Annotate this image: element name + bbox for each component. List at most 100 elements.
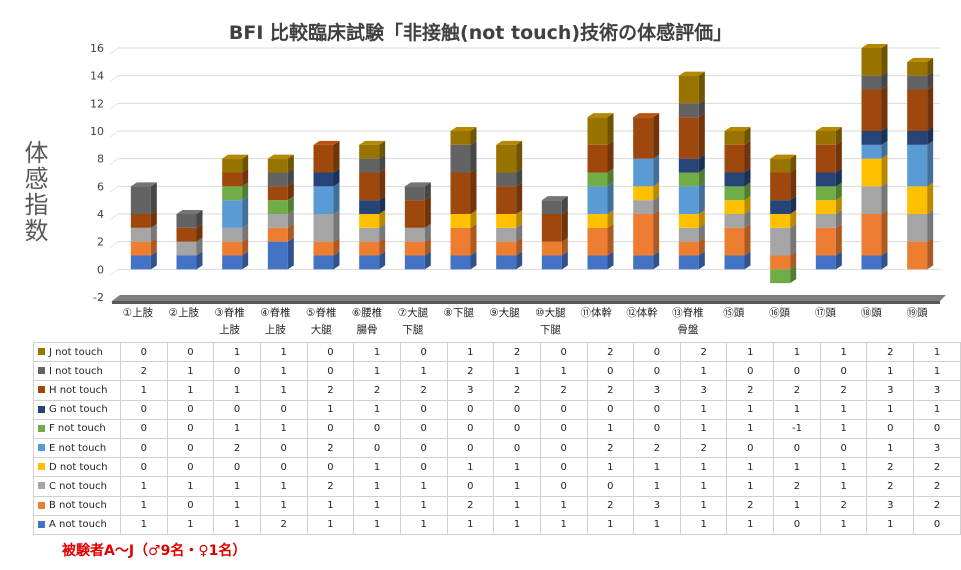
bar-segment [861, 75, 882, 90]
table-cell: 1 [353, 341, 401, 363]
table-cell: 3 [866, 380, 915, 401]
floor-top [112, 295, 946, 301]
table-cell: 3 [913, 437, 961, 459]
table-cell: 0 [773, 514, 821, 535]
table-cell: 1 [726, 476, 775, 497]
stacked-bar-plot: -2 0 2 4 6 8 10 12 14 16 [90, 42, 946, 304]
bar-segment-side [561, 196, 568, 214]
bar-segment [450, 227, 471, 256]
table-cell: 1 [213, 476, 261, 497]
bar-segment [313, 186, 334, 214]
bar-segment [770, 269, 791, 284]
bar-segment [130, 186, 151, 214]
bar-segment-side [927, 182, 934, 214]
table-cell: 1 [586, 457, 635, 478]
series-name: B not touch [49, 500, 107, 512]
bar-segment [313, 214, 334, 242]
table-cell: 1 [726, 418, 775, 439]
bars [130, 44, 934, 284]
bar-segment-side [242, 223, 249, 242]
table-cell: 0 [399, 418, 448, 439]
table-cell: 2 [119, 361, 168, 382]
bar-segment-side [881, 154, 888, 187]
category-label: 腸骨 [356, 324, 378, 336]
bar-segment [907, 214, 928, 242]
bar-segment [815, 131, 836, 145]
bar-segment-side [835, 140, 842, 173]
bar-segment-side [790, 265, 797, 284]
table-cell: 1 [679, 399, 728, 420]
category-label: ⑥腰椎 [351, 307, 383, 319]
table-cell: 1 [493, 514, 541, 535]
bar-segment-side [927, 85, 934, 131]
table-cell: 1 [119, 476, 168, 497]
table-cell: 2 [819, 380, 868, 401]
table-cell: 3 [446, 380, 495, 401]
table-cell: 0 [306, 418, 355, 439]
bar-segment-side [881, 127, 888, 145]
table-cell: 1 [119, 495, 168, 516]
bar-top [770, 154, 797, 159]
bar-segment [222, 255, 243, 270]
bar-segment [359, 214, 380, 228]
bar-top [404, 182, 431, 187]
bar-segment-side [698, 71, 705, 104]
series-legend-label: D not touch [33, 457, 121, 478]
chart-title: BFI 比較臨床試験「非接触(not touch)技術の体感評価」 [228, 22, 733, 44]
table-cell: 1 [633, 476, 681, 497]
series-legend-label: E not touch [33, 437, 121, 459]
table-cell: 0 [819, 437, 868, 459]
bar-segment [678, 214, 699, 228]
table-cell: 1 [119, 514, 168, 535]
table-cell: 2 [213, 437, 261, 459]
bar-top [678, 71, 705, 76]
bar-segment-side [607, 140, 614, 173]
bar-segment-side [927, 127, 934, 145]
table-cell: 1 [866, 514, 915, 535]
bar-segment [496, 227, 517, 242]
bar-segment [815, 144, 836, 173]
bar-segment-side [424, 223, 431, 242]
table-cell: 1 [213, 514, 261, 535]
bar-segment-side [242, 196, 249, 228]
bar-segment-side [242, 182, 249, 201]
y-tick-label: -2 [93, 291, 104, 304]
bar-segment [724, 255, 745, 270]
table-cell: 1 [726, 514, 775, 535]
bar-segment-side [333, 168, 340, 187]
table-cell: 1 [819, 457, 868, 478]
table-cell: 1 [259, 418, 308, 439]
bar-segment [404, 186, 425, 201]
bar-top [359, 140, 386, 145]
bar-segment [267, 214, 288, 228]
bar-segment-side [196, 251, 203, 270]
bar-segment [541, 241, 562, 256]
bar-segment-side [150, 182, 157, 214]
series-name: I not touch [49, 365, 103, 377]
legend-swatch [38, 424, 45, 432]
bar-segment-side [790, 168, 797, 201]
table-cell: 0 [353, 418, 401, 439]
table-cell: 2 [399, 380, 448, 401]
bar-segment [450, 214, 471, 228]
bar-segment-side [790, 154, 797, 173]
bar-segment-side [653, 154, 660, 187]
table-cell: 2 [586, 380, 635, 401]
bar-segment [130, 255, 151, 270]
table-cell: 1 [913, 399, 961, 420]
bar-segment [313, 172, 334, 187]
bar-segment-side [333, 182, 340, 214]
table-cell: 0 [446, 476, 495, 497]
bar-segment-side [424, 196, 431, 228]
y-axis-label: 体感指数 [20, 140, 48, 244]
bar-segment-side [287, 210, 294, 228]
series-name: E not touch [49, 442, 107, 454]
bar-segment-side [333, 140, 340, 173]
bar-segment [861, 48, 882, 76]
bar-segment [450, 172, 471, 214]
bar-segment-side [242, 237, 249, 256]
table-cell: 1 [539, 361, 588, 382]
gridline-side [109, 47, 119, 55]
table-cell: 0 [119, 437, 168, 459]
bar-segment [450, 144, 471, 173]
